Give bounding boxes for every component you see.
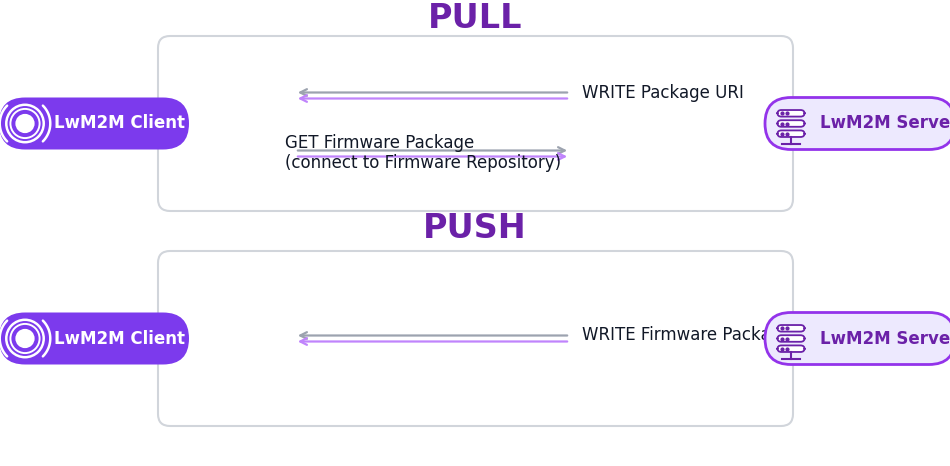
FancyBboxPatch shape (0, 97, 189, 150)
FancyBboxPatch shape (158, 36, 793, 211)
FancyBboxPatch shape (777, 345, 805, 352)
FancyBboxPatch shape (777, 120, 805, 127)
FancyBboxPatch shape (158, 251, 793, 426)
Text: LwM2M Client: LwM2M Client (53, 115, 184, 132)
FancyBboxPatch shape (765, 97, 950, 150)
Text: LwM2M Server: LwM2M Server (820, 115, 950, 132)
Circle shape (16, 115, 33, 132)
FancyBboxPatch shape (777, 130, 805, 137)
Circle shape (16, 330, 33, 347)
FancyBboxPatch shape (765, 313, 950, 364)
Text: (connect to Firmware Repository): (connect to Firmware Repository) (285, 155, 561, 172)
FancyBboxPatch shape (777, 325, 805, 332)
FancyBboxPatch shape (777, 335, 805, 342)
Text: WRITE Firmware Package: WRITE Firmware Package (582, 327, 791, 344)
Text: WRITE Package URI: WRITE Package URI (582, 83, 744, 102)
Text: LwM2M Client: LwM2M Client (53, 329, 184, 348)
Text: LwM2M Server: LwM2M Server (820, 329, 950, 348)
Text: GET Firmware Package: GET Firmware Package (285, 135, 474, 152)
FancyBboxPatch shape (777, 110, 805, 116)
FancyBboxPatch shape (0, 313, 189, 364)
Text: PUSH: PUSH (423, 212, 527, 245)
Text: PULL: PULL (428, 1, 522, 34)
